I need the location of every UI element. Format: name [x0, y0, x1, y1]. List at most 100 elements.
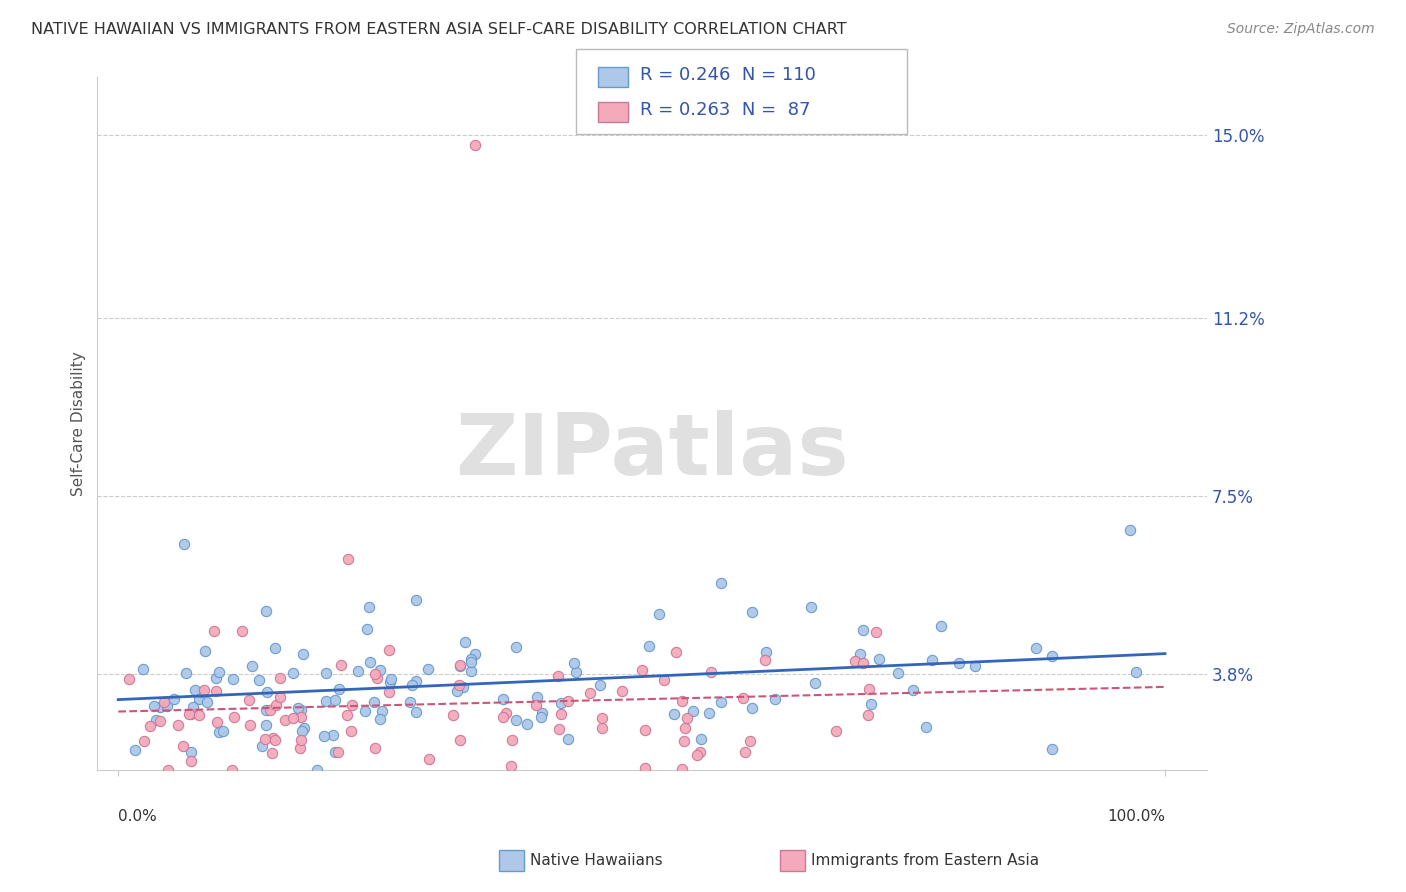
Point: [800, 600, 823, 615]
Point: [252, 739, 274, 754]
Point: [405, 674, 427, 689]
Point: [447, 678, 470, 692]
Point: [323, 745, 346, 759]
Point: [921, 653, 943, 667]
Point: [689, 745, 711, 759]
Point: [460, 652, 482, 666]
Point: [363, 695, 385, 709]
Point: [682, 705, 704, 719]
Point: [183, 683, 205, 698]
Point: [145, 713, 167, 727]
Point: [138, 719, 160, 733]
Point: [342, 698, 364, 712]
Point: [368, 663, 391, 677]
Point: [195, 695, 218, 709]
Point: [825, 724, 848, 739]
Point: [231, 624, 253, 638]
Point: [671, 694, 693, 708]
Point: [449, 657, 471, 672]
Point: [254, 718, 277, 732]
Point: [273, 713, 295, 727]
Point: [963, 659, 986, 673]
Point: [578, 685, 600, 699]
Point: [648, 607, 671, 621]
Point: [557, 732, 579, 747]
Point: [741, 701, 763, 715]
Point: [804, 676, 827, 690]
Point: [405, 705, 427, 719]
Point: [239, 718, 262, 732]
Point: [460, 665, 482, 679]
Point: [287, 700, 309, 714]
Point: [264, 732, 287, 747]
Point: [221, 764, 243, 778]
Point: [550, 696, 572, 710]
Point: [505, 713, 527, 727]
Point: [591, 721, 613, 735]
Point: [205, 683, 228, 698]
Point: [290, 703, 312, 717]
Point: [662, 707, 685, 722]
Point: [550, 706, 572, 721]
Point: [401, 678, 423, 692]
Point: [454, 634, 477, 648]
Point: [492, 691, 515, 706]
Point: [322, 728, 344, 742]
Point: [1040, 649, 1063, 664]
Point: [174, 666, 197, 681]
Point: [212, 723, 235, 738]
Point: [328, 745, 350, 759]
Point: [205, 715, 228, 730]
Point: [564, 656, 586, 670]
Point: [548, 722, 571, 736]
Point: [371, 704, 394, 718]
Point: [929, 619, 952, 633]
Point: [281, 665, 304, 680]
Point: [852, 656, 875, 670]
Point: [368, 712, 391, 726]
Point: [565, 665, 588, 679]
Point: [418, 751, 440, 765]
Point: [156, 699, 179, 714]
Point: [451, 680, 474, 694]
Point: [491, 710, 513, 724]
Text: R = 0.246  N = 110: R = 0.246 N = 110: [640, 66, 815, 84]
Text: Source: ZipAtlas.com: Source: ZipAtlas.com: [1227, 22, 1375, 37]
Point: [263, 640, 285, 655]
Point: [149, 700, 172, 714]
Point: [441, 707, 464, 722]
Point: [868, 652, 890, 666]
Point: [193, 682, 215, 697]
Point: [202, 624, 225, 639]
Point: [315, 665, 337, 680]
Point: [591, 711, 613, 725]
Text: R = 0.263  N =  87: R = 0.263 N = 87: [640, 101, 810, 119]
Point: [292, 722, 315, 736]
Point: [610, 683, 633, 698]
Point: [495, 706, 517, 720]
Point: [673, 733, 696, 747]
Point: [269, 672, 291, 686]
Y-axis label: Self-Care Disability: Self-Care Disability: [72, 351, 86, 496]
Point: [524, 698, 547, 713]
Point: [505, 640, 527, 655]
Text: 0.0%: 0.0%: [118, 809, 157, 824]
Point: [738, 733, 761, 747]
Point: [256, 684, 278, 698]
Point: [354, 704, 377, 718]
Point: [336, 707, 359, 722]
Point: [405, 593, 427, 607]
Point: [665, 645, 688, 659]
Point: [336, 551, 359, 566]
Point: [259, 703, 281, 717]
Point: [190, 685, 212, 699]
Point: [288, 741, 311, 756]
Point: [901, 682, 924, 697]
Point: [264, 698, 287, 713]
Point: [634, 761, 657, 775]
Point: [364, 667, 387, 681]
Point: [143, 699, 166, 714]
Point: [763, 692, 786, 706]
Point: [530, 710, 553, 724]
Point: [1025, 640, 1047, 655]
